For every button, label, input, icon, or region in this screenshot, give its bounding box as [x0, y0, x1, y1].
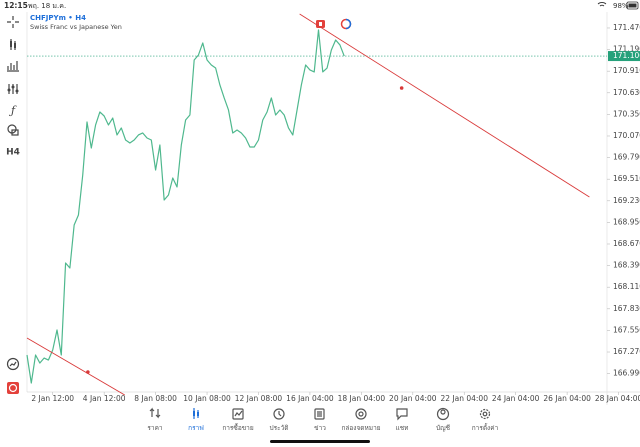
current-price-label: 171.106 — [613, 51, 640, 60]
battery-icon — [597, 1, 639, 10]
x-tick-label: 20 Jan 04:00 — [389, 394, 437, 403]
y-tick-label: 169.230 — [613, 196, 640, 205]
y-tick-label: 170.350 — [613, 109, 640, 118]
bars-tool[interactable] — [7, 61, 19, 72]
chart-subtitle: Swiss Franc vs Japanese Yen — [30, 23, 122, 31]
nav-quotes[interactable]: ราคา — [147, 407, 163, 432]
y-tick-label: 167.550 — [613, 325, 640, 334]
crosshair-tool[interactable] — [7, 16, 19, 28]
y-tick-label: 169.790 — [613, 153, 640, 162]
broker-logo[interactable] — [7, 382, 19, 394]
x-tick-label: 24 Jan 04:00 — [492, 394, 540, 403]
trend-line — [299, 13, 590, 198]
nav-label: ราคา — [147, 424, 162, 432]
y-tick-label: 166.990 — [613, 369, 640, 378]
x-tick-label: 22 Jan 04:00 — [440, 394, 488, 403]
nav-history[interactable]: ประวัติ — [270, 408, 289, 432]
nav-label: การซื้อขาย — [222, 423, 253, 432]
signals-tool[interactable] — [6, 357, 20, 371]
y-tick-label: 169.510 — [613, 174, 640, 183]
nav-label: ข่าว — [314, 424, 326, 432]
nav-mailbox[interactable]: กล่องจดหมาย — [341, 408, 381, 432]
price-line — [26, 29, 345, 384]
x-tick-label: 8 Jan 08:00 — [134, 394, 177, 403]
status-battery: 98% — [613, 2, 629, 10]
nav-label: ประวัติ — [270, 424, 289, 432]
y-tick-label: 168.390 — [613, 261, 640, 270]
x-tick-label: 18 Jan 04:00 — [338, 394, 386, 403]
status-time: 12:15 — [4, 1, 28, 10]
y-tick-label: 168.110 — [613, 282, 640, 291]
timeframe-button[interactable]: H4 — [6, 148, 20, 158]
x-tick-label: 28 Jan 04:00 — [595, 394, 640, 403]
trend-anchor — [399, 86, 404, 90]
nav-news[interactable]: ข่าว — [314, 408, 326, 432]
indicators-tool[interactable] — [7, 84, 19, 94]
x-tick-label: 2 Jan 12:00 — [31, 394, 74, 403]
candles-tool[interactable] — [10, 39, 16, 50]
x-tick-label: 26 Jan 04:00 — [543, 394, 591, 403]
trend-anchor — [86, 370, 90, 374]
x-tick-label: 12 Jan 08:00 — [235, 394, 283, 403]
x-tick-label: 4 Jan 12:00 — [83, 394, 126, 403]
nav-label: กล่องจดหมาย — [341, 424, 380, 432]
nav-chat[interactable]: แชท — [396, 408, 409, 432]
home-indicator — [270, 440, 370, 443]
y-tick-label: 167.270 — [613, 347, 640, 356]
current-price-box — [608, 51, 640, 62]
y-tick-label: 168.670 — [613, 239, 640, 248]
nav-label: การตั้งค่า — [472, 423, 499, 432]
nav-label: บัญชี — [436, 424, 451, 432]
y-tick-label: 171.470 — [613, 23, 640, 32]
y-tick-label: 170.630 — [613, 88, 640, 97]
y-tick-label: 170.910 — [613, 66, 640, 75]
bottom-nav: ราคา กราฟ การซื้อขาย ประวัติ ข่าว กล่องจ… — [147, 407, 499, 433]
nav-settings[interactable]: การตั้งค่า — [472, 408, 499, 433]
y-tick-label: 171.190 — [613, 45, 640, 54]
trend-line — [26, 337, 125, 396]
nav-chart[interactable]: กราฟ — [188, 408, 204, 432]
x-tick-label: 10 Jan 08:00 — [183, 394, 231, 403]
function-tool[interactable]: ƒ — [8, 104, 17, 117]
nav-trade[interactable]: การซื้อขาย — [222, 408, 254, 432]
chart-title: CHFJPYm • H4 — [30, 14, 86, 22]
shapes-tool[interactable] — [7, 124, 19, 136]
nav-label: แชท — [396, 424, 409, 432]
y-tick-label: 168.950 — [613, 217, 640, 226]
y-tick-label: 167.830 — [613, 304, 640, 313]
x-tick-label: 16 Jan 04:00 — [286, 394, 334, 403]
nav-label: กราฟ — [188, 424, 204, 432]
status-date: พฤ. 18 ม.ค. — [28, 2, 66, 10]
left-toolbar: ƒ H4 — [6, 16, 20, 394]
nav-account[interactable]: บัญชี — [436, 407, 451, 433]
y-tick-label: 170.070 — [613, 131, 640, 140]
